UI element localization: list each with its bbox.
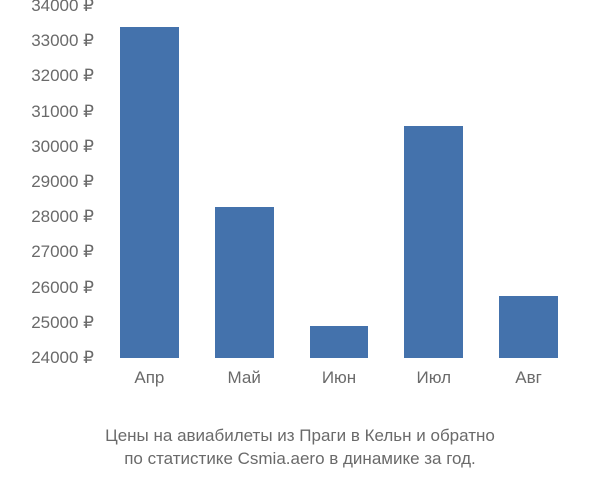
y-tick-label: 31000 ₽ <box>31 102 94 122</box>
y-tick-label: 29000 ₽ <box>31 172 94 192</box>
bar <box>215 207 274 358</box>
price-chart: 24000 ₽ 25000 ₽ 26000 ₽ 27000 ₽ 28000 ₽ 29000… <box>0 0 600 500</box>
y-tick-label: 26000 ₽ <box>31 278 94 298</box>
y-tick-label: 30000 ₽ <box>31 137 94 157</box>
bar <box>499 296 558 358</box>
y-tick-label: 33000 ₽ <box>31 31 94 51</box>
x-tick-label: Апр <box>134 368 164 388</box>
chart-caption: Цены на авиабилеты из Праги в Кельн и об… <box>0 425 600 471</box>
y-tick-label: 27000 ₽ <box>31 242 94 262</box>
caption-line: по статистике Csmia.aero в динамике за г… <box>0 448 600 471</box>
y-tick-label: 25000 ₽ <box>31 313 94 333</box>
plot-area: 24000 ₽25000 ₽26000 ₽27000 ₽28000 ₽29000… <box>102 6 576 358</box>
bar <box>404 126 463 358</box>
x-tick-label: Июн <box>322 368 356 388</box>
y-tick-label: 28000 ₽ <box>31 207 94 227</box>
y-tick-label: 32000 ₽ <box>31 66 94 86</box>
bar <box>120 27 179 358</box>
x-tick-label: Авг <box>515 368 542 388</box>
x-tick-label: Май <box>228 368 261 388</box>
x-tick-label: Июл <box>417 368 452 388</box>
y-tick-label: 24000 ₽ <box>31 348 94 368</box>
caption-line: Цены на авиабилеты из Праги в Кельн и об… <box>0 425 600 448</box>
y-tick-label: 34000 ₽ <box>31 0 94 16</box>
bar <box>310 326 369 358</box>
